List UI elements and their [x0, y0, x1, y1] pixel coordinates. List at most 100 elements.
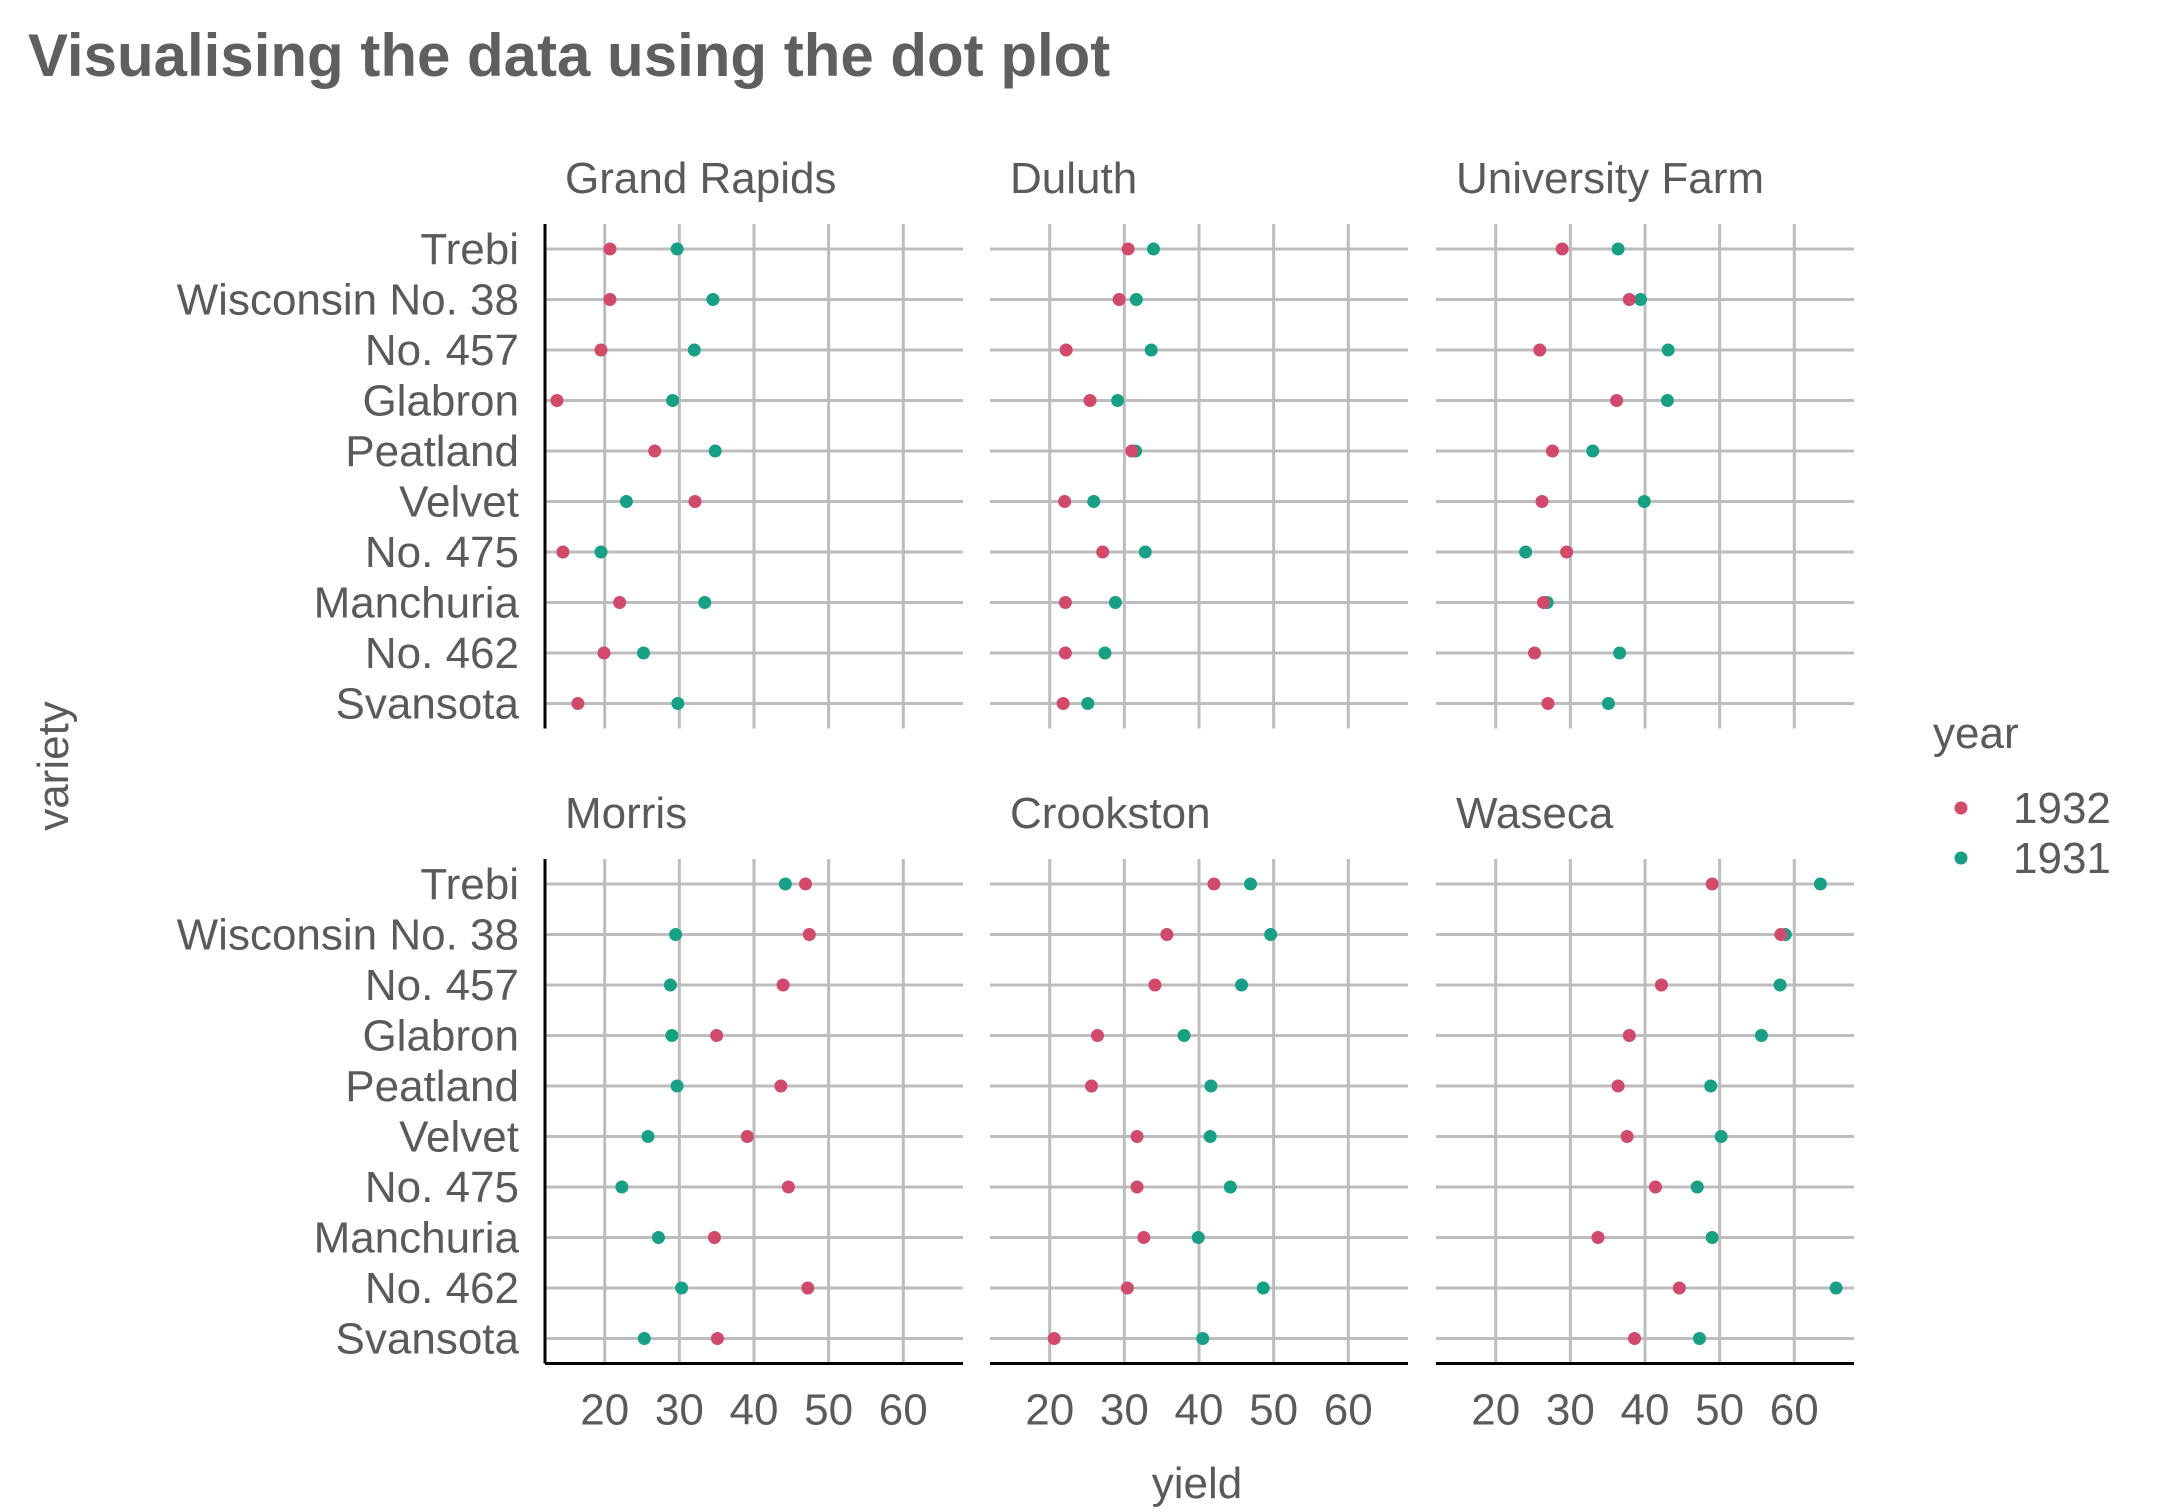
data-point-1931 [1586, 444, 1600, 458]
legend-title: year [1933, 709, 2019, 758]
panel-waseca: Waseca 20 30 40 50 60 [1436, 789, 1854, 1435]
y-tick-label: Velvet [399, 478, 519, 527]
panel-title: Morris [565, 789, 687, 838]
data-point-1932 [1705, 877, 1719, 891]
panel-title: Waseca [1456, 789, 1614, 838]
y-tick-label: Manchuria [314, 579, 520, 628]
data-point-1932 [1560, 545, 1574, 559]
x-tick-label: 50 [1695, 1386, 1744, 1435]
data-point-1931 [687, 343, 701, 357]
y-tick-label: Trebi [420, 225, 519, 274]
data-point-1931 [637, 1332, 651, 1345]
data-point-1931 [671, 697, 685, 710]
data-point-1932 [799, 877, 813, 891]
y-tick-label: Peatland [345, 427, 519, 476]
data-point-1932 [707, 1231, 721, 1244]
y-tick-label: No. 462 [365, 1264, 519, 1313]
x-tick-label: 50 [804, 1386, 853, 1435]
data-point-1932 [1125, 444, 1139, 458]
data-point-1931 [675, 1281, 689, 1295]
data-point-1931 [615, 1180, 629, 1194]
data-point-1931 [1203, 1130, 1217, 1143]
data-point-1931 [1829, 1281, 1843, 1295]
data-point-1931 [1773, 978, 1787, 992]
y-tick-label: No. 475 [365, 528, 519, 577]
data-point-1932 [1774, 928, 1788, 941]
panel-title: Grand Rapids [565, 154, 836, 203]
data-point-1932 [1137, 1231, 1151, 1244]
data-point-1932 [1121, 242, 1135, 256]
data-point-1931 [666, 394, 680, 407]
data-point-1931 [778, 877, 792, 891]
data-point-1932 [1085, 1079, 1099, 1093]
data-point-1931 [1098, 646, 1112, 660]
panel-title: University Farm [1456, 154, 1764, 203]
data-point-1932 [550, 394, 564, 407]
data-point-1931 [1146, 242, 1160, 256]
data-point-1932 [1047, 1332, 1061, 1345]
data-point-1932 [1620, 1130, 1634, 1143]
data-point-1931 [1204, 1079, 1218, 1093]
data-point-1932 [1058, 646, 1072, 660]
data-point-1932 [774, 1079, 788, 1093]
data-point-1932 [802, 928, 816, 941]
data-point-1932 [1207, 877, 1221, 891]
data-point-1932 [1536, 596, 1550, 609]
data-point-1931 [637, 646, 651, 660]
data-point-1932 [1535, 495, 1549, 508]
data-point-1931 [1692, 1332, 1706, 1345]
data-point-1932 [740, 1130, 754, 1143]
x-tick-label: 60 [879, 1386, 928, 1435]
data-point-1932 [1672, 1281, 1686, 1295]
data-point-1931 [706, 293, 720, 306]
data-point-1932 [1059, 343, 1073, 357]
data-point-1931 [1601, 697, 1615, 710]
data-point-1932 [1120, 1281, 1134, 1295]
x-tick-label: 30 [655, 1386, 704, 1435]
panel-title: Crookston [1010, 789, 1211, 838]
data-point-1932 [613, 596, 627, 609]
data-point-1931 [1705, 1231, 1719, 1244]
x-tick-label: 50 [1249, 1386, 1298, 1435]
x-tick-label: 30 [1100, 1386, 1149, 1435]
data-point-1931 [1256, 1281, 1270, 1295]
data-point-1932 [1096, 545, 1110, 559]
data-point-1931 [1081, 697, 1095, 710]
y-tick-label: No. 475 [365, 1163, 519, 1212]
data-point-1932 [1622, 293, 1636, 306]
data-point-1932 [1528, 646, 1542, 660]
data-point-1931 [1690, 1180, 1704, 1194]
data-point-1931 [1704, 1079, 1718, 1093]
data-point-1931 [1714, 1130, 1728, 1143]
y-tick-label: No. 457 [365, 326, 519, 375]
data-point-1932 [1130, 1180, 1144, 1194]
data-point-1931 [1138, 545, 1152, 559]
data-point-1931 [1191, 1231, 1205, 1244]
data-point-1932 [1622, 1029, 1636, 1042]
data-point-1932 [1611, 1079, 1625, 1093]
data-point-1931 [670, 1079, 684, 1093]
y-tick-label: Glabron [362, 377, 519, 426]
y-tick-label: Velvet [399, 1113, 519, 1162]
data-point-1932 [1610, 394, 1624, 407]
y-axis-label: variety [29, 701, 78, 831]
data-point-1932 [1541, 697, 1555, 710]
data-point-1931 [1244, 877, 1258, 891]
data-point-1931 [641, 1130, 655, 1143]
data-point-1931 [1611, 242, 1625, 256]
data-point-1932 [1112, 293, 1126, 306]
data-point-1932 [648, 444, 662, 458]
panel-duluth: Duluth [990, 154, 1408, 729]
data-point-1931 [1129, 293, 1143, 306]
data-point-1931 [1223, 1180, 1237, 1194]
data-point-1932 [688, 495, 702, 508]
x-axis-label: yield [1152, 1459, 1243, 1508]
legend-label-1931: 1931 [2013, 834, 2111, 883]
chart-title: Visualising the data using the dot plot [28, 22, 1110, 89]
data-point-1932 [1555, 242, 1569, 256]
data-point-1932 [1648, 1180, 1662, 1194]
data-point-1931 [1754, 1029, 1768, 1042]
data-point-1931 [1111, 394, 1125, 407]
